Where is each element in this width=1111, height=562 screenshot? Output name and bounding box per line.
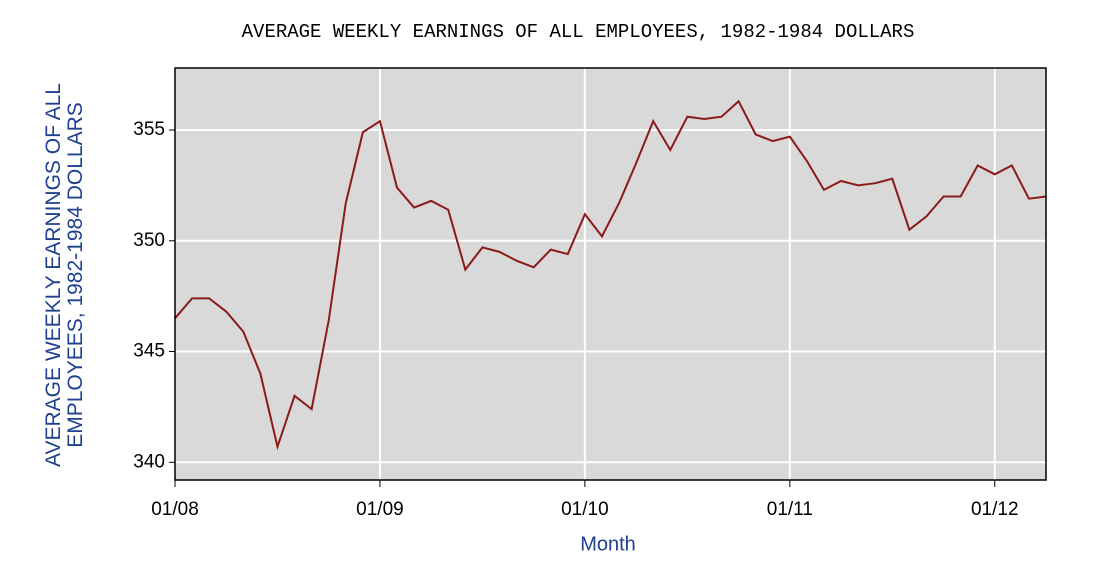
y-tick-label: 350 [133,230,165,251]
x-tick-label: 01/11 [767,499,813,520]
y-tick-label: 355 [133,119,165,140]
y-tick-label: 340 [133,451,165,472]
plot-frame [174,67,1047,481]
data-line [174,99,1047,451]
x-tick-label: 01/12 [971,499,1019,520]
x-tick-label: 01/10 [561,499,609,520]
plot-area [175,68,1046,480]
y-axis-label: AVERAGE WEEKLY EARNINGS OF ALL EMPLOYEES… [42,83,87,467]
x-tick-label: 01/08 [151,499,199,520]
chart-title: AVERAGE WEEKLY EARNINGS OF ALL EMPLOYEES… [242,21,915,43]
y-axis-label-box: AVERAGE WEEKLY EARNINGS OF ALL EMPLOYEES… [42,83,87,467]
x-tick-label: 01/09 [356,499,404,520]
x-axis-label: Month [580,533,636,555]
y-tick-label: 345 [133,341,165,362]
